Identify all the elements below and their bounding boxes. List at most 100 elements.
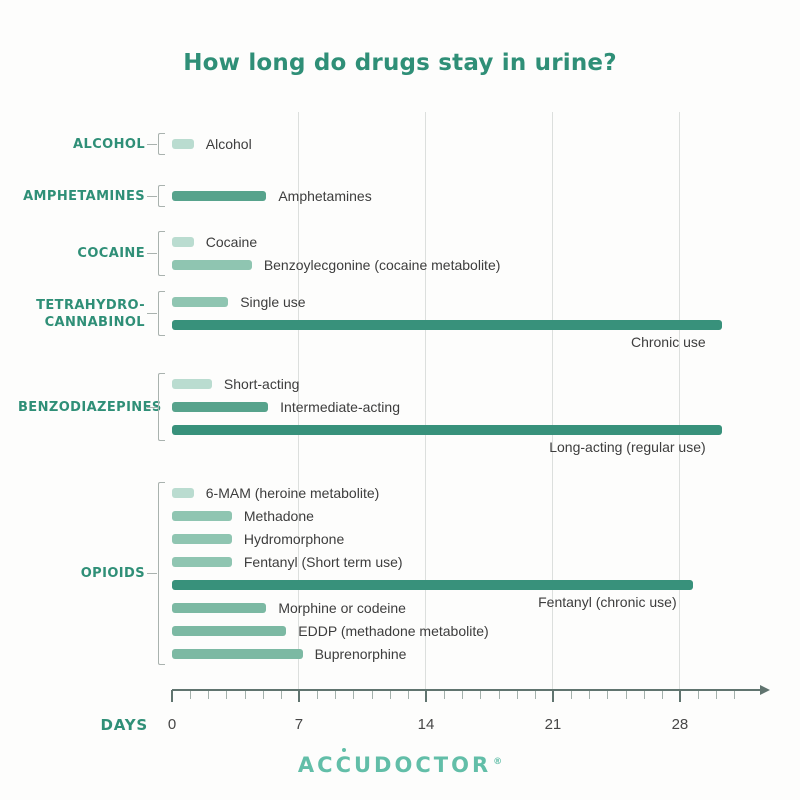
bar-label-intermediate-acting: Intermediate-acting: [280, 399, 400, 415]
category-label-line: OPIOIDS: [80, 566, 145, 581]
category-dash-alcohol: [147, 143, 157, 145]
bar-label-benzoylecgonine-cocaine-metabolite: Benzoylecgonine (cocaine metabolite): [263, 257, 501, 273]
bar-alcohol: [172, 139, 194, 149]
gridline-day-21: [552, 112, 554, 690]
bar-label-morphine-or-codeine: Morphine or codeine: [278, 600, 406, 616]
x-axis-minor-tick-1: [190, 691, 192, 699]
bar-amphetamines: [172, 191, 267, 201]
x-axis-minor-tick-15: [444, 691, 446, 699]
x-axis-major-tick-0: [171, 690, 173, 702]
category-dash-benzodiazepines: [147, 406, 157, 408]
x-axis-tick-label-28: 28: [671, 716, 689, 733]
x-axis-tick-label-21: 21: [544, 716, 562, 733]
bar-label-fentanyl-short-term-use: Fentanyl (Short term use): [243, 554, 403, 570]
category-label-opioids: OPIOIDS: [18, 565, 145, 582]
bar-label-chronic-use: Chronic use: [630, 334, 706, 350]
x-axis-title: DAYS: [100, 716, 148, 734]
bar-benzoylecgonine-cocaine-metabolite: [172, 260, 252, 270]
x-axis-major-tick-21: [551, 690, 554, 702]
x-axis-minor-tick-30: [716, 691, 718, 699]
category-bracket-tetrahydrocannabinol: [158, 291, 165, 336]
x-axis-minor-tick-19: [516, 691, 518, 699]
x-axis-minor-tick-3: [226, 691, 228, 699]
x-axis-minor-tick-18: [498, 691, 500, 699]
category-dash-tetrahydrocannabinol: [147, 313, 157, 314]
page-title: How long do drugs stay in urine?: [183, 50, 617, 76]
x-axis-minor-tick-2: [208, 691, 210, 699]
category-label-benzodiazepines: BENZODIAZEPINES: [18, 399, 162, 416]
x-axis-minor-tick-31: [734, 691, 736, 699]
category-label-line: COCAINE: [77, 246, 145, 261]
x-axis-arrow-icon: [760, 685, 770, 695]
category-bracket-benzodiazepines: [158, 373, 165, 441]
logo-letter: U: [353, 753, 375, 777]
category-label-alcohol: ALCOHOL: [18, 136, 145, 153]
bar-label-6-mam-heroine-metabolite: 6-MAM (heroine metabolite): [205, 485, 380, 501]
gridline-day-14: [425, 112, 427, 690]
category-label-line: BENZODIAZEPINES: [18, 399, 162, 415]
x-axis-minor-tick-29: [698, 691, 700, 699]
registered-mark: ®: [493, 757, 503, 767]
x-axis-minor-tick-6: [280, 691, 282, 699]
logo-letter: O: [394, 753, 416, 777]
bar-label-alcohol: Alcohol: [205, 136, 252, 152]
category-dash-opioids: [147, 573, 157, 574]
x-axis-minor-tick-27: [661, 691, 663, 699]
x-axis-minor-tick-5: [262, 691, 264, 699]
category-label-line: CANNABINOL: [44, 314, 145, 330]
category-bracket-alcohol: [158, 133, 165, 155]
x-axis-minor-tick-4: [244, 691, 246, 699]
bar-hydromorphone: [172, 534, 232, 544]
bar-label-methadone: Methadone: [243, 508, 314, 524]
bar-label-buprenorphine: Buprenorphine: [314, 646, 407, 662]
x-axis-minor-tick-10: [353, 691, 355, 699]
logo-letter: T: [433, 753, 452, 777]
bar-label-single-use: Single use: [240, 294, 306, 310]
bar-methadone: [172, 511, 232, 521]
gridline-day-7: [298, 112, 300, 690]
x-axis-tick-label-7: 7: [294, 716, 304, 733]
bar-label-fentanyl-chronic-use: Fentanyl (chronic use): [538, 594, 677, 610]
bar-label-cocaine: Cocaine: [205, 234, 258, 250]
category-dash-cocaine: [147, 253, 157, 254]
x-axis-minor-tick-9: [335, 691, 337, 699]
gridline-day-28: [679, 112, 681, 690]
category-bracket-cocaine: [158, 231, 165, 276]
bar-short-acting: [172, 379, 212, 389]
category-bracket-opioids: [158, 482, 165, 665]
x-axis-major-tick-14: [424, 690, 427, 702]
x-axis-tick-label-0: 0: [167, 716, 177, 733]
x-axis-minor-tick-13: [407, 691, 409, 699]
bar-6-mam-heroine-metabolite: [172, 488, 194, 498]
bar-label-long-acting-regular-use: Long-acting (regular use): [549, 439, 706, 455]
brand-logo: ACCUDOCTOR ®: [0, 753, 800, 777]
category-label-cocaine: COCAINE: [18, 245, 145, 262]
bar-buprenorphine: [172, 649, 303, 659]
logo-letter: A: [297, 753, 318, 777]
logo-letter: C: [317, 753, 336, 777]
category-label-tetrahydrocannabinol: TETRAHYDRO- CANNABINOL: [18, 297, 145, 331]
bar-single-use: [172, 297, 229, 307]
bar-label-short-acting: Short-acting: [223, 376, 300, 392]
logo-letter: R: [471, 753, 492, 777]
bar-label-hydromorphone: Hydromorphone: [243, 531, 345, 547]
bar-intermediate-acting: [172, 402, 269, 412]
x-axis-minor-tick-24: [607, 691, 609, 699]
bar-chronic-use: [172, 320, 722, 330]
category-bracket-amphetamines: [158, 185, 165, 207]
x-axis-minor-tick-11: [371, 691, 373, 699]
x-axis-minor-tick-23: [589, 691, 591, 699]
category-label-amphetamines: AMPHETAMINES: [18, 188, 145, 205]
bar-eddp-methadone-metabolite: [172, 626, 287, 636]
x-axis-minor-tick-16: [462, 691, 464, 699]
category-dash-amphetamines: [147, 195, 157, 197]
bar-fentanyl-short-term-use: [172, 557, 232, 567]
x-axis-minor-tick-22: [571, 691, 573, 699]
x-axis-minor-tick-25: [625, 691, 627, 699]
bar-long-acting-regular-use: [172, 425, 722, 435]
x-axis-minor-tick-26: [643, 691, 645, 699]
bar-morphine-or-codeine: [172, 603, 267, 613]
bar-label-amphetamines: Amphetamines: [278, 188, 372, 204]
